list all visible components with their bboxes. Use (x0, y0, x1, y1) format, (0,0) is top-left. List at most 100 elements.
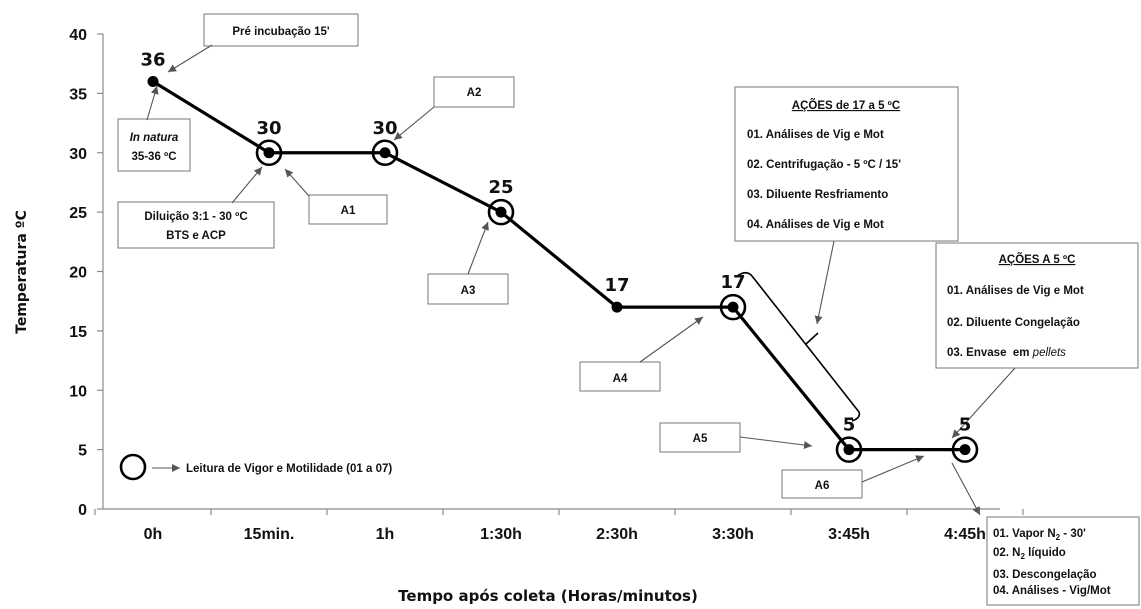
final-item-b: - 30' (1060, 528, 1086, 540)
data-point (495, 206, 507, 218)
in-natura-temp: 35-36 ºC (131, 151, 176, 163)
x-ticks: 0h 15min. 1h 1:30h 2:30h 3:30h 3:45h 4:45h (94, 509, 1024, 543)
x-tick-label: 1:30h (480, 526, 522, 543)
final-box (986, 516, 1140, 606)
a2-box (433, 76, 515, 108)
y-tick-label: 35 (69, 86, 87, 103)
final-item-a: 01. Vapor N (993, 528, 1056, 540)
a2-arrow (393, 106, 435, 141)
data-point (843, 444, 855, 456)
pre-incubacao-arrow (167, 44, 213, 73)
y-tick-label: 10 (69, 383, 87, 400)
x-tick-label: 15min. (244, 526, 295, 543)
a3-label: A3 (461, 285, 476, 297)
series-line (152, 80, 965, 452)
y-tick-label: 5 (78, 443, 87, 460)
x-tick-label: 1h (376, 526, 395, 543)
y-tick-label: 20 (69, 265, 87, 282)
a1-box (308, 194, 388, 225)
data-label: 17 (720, 272, 745, 293)
acoes-5-item: 01. Análises de Vig e Mot (947, 285, 1084, 297)
final-item: 01. Vapor N2 - 30' (993, 528, 1086, 542)
a6-label: A6 (815, 480, 830, 492)
data-point (727, 301, 739, 313)
in-natura-label: In natura (130, 132, 179, 144)
in-natura-box (117, 118, 191, 172)
reading-ring (255, 139, 283, 167)
x-tick-label: 3:45h (828, 526, 870, 543)
data-label: 30 (256, 118, 281, 139)
data-label: 25 (488, 177, 513, 198)
in-natura-arrow (146, 85, 159, 121)
acoes-5-item: 02. Diluente Congelação (947, 317, 1080, 329)
x-tick-label: 0h (144, 526, 163, 543)
x-axis-title: Tempo após coleta (Horas/minutos) (398, 587, 698, 605)
data-label: 5 (959, 415, 972, 436)
diluicao-media: BTS e ACP (166, 230, 226, 242)
acoes-5-item: 03. Envase em pellets (947, 347, 1066, 359)
data-label: 36 (140, 50, 165, 71)
final-item-sub: 2 (1021, 552, 1026, 561)
a1-label: A1 (341, 205, 356, 217)
x-tick-label: 2:30h (596, 526, 638, 543)
acoes-17-5-box (734, 86, 959, 242)
value-labels: 36 30 30 25 17 17 5 5 (140, 50, 971, 436)
legend-ring-icon (119, 453, 147, 481)
data-label: 30 (372, 118, 397, 139)
data-point (379, 147, 391, 159)
acoes-17-5-item: 01. Análises de Vig e Mot (747, 129, 884, 141)
bracket (735, 271, 861, 422)
final-item-sub: 2 (1056, 533, 1061, 542)
acoes-5-item-italic: pellets (1032, 347, 1066, 359)
a5-arrow (739, 436, 813, 449)
acoes-17-5-title: AÇÕES de 17 a 5 ºC (792, 99, 900, 112)
diluicao-arrow (231, 166, 263, 204)
acoes-17-5-arrow (814, 240, 835, 325)
bracket-notch (805, 332, 819, 345)
y-tick-label: 0 (78, 502, 87, 519)
y-axis-title: Temperatura ºC (14, 210, 30, 334)
y-tick-label: 30 (69, 146, 87, 163)
data-point (263, 147, 275, 159)
reading-ring (951, 436, 979, 463)
a4-arrow (639, 316, 704, 363)
series (147, 76, 979, 463)
x-tick-label: 3:30h (712, 526, 754, 543)
data-point (611, 301, 623, 313)
x-tick-label: 4:45h (944, 526, 986, 543)
y-ticks: 0 5 10 15 20 25 30 35 40 (69, 27, 103, 519)
pre-incubacao-box (203, 13, 359, 47)
pre-incubacao-label: Pré incubação 15' (232, 26, 330, 38)
final-arrow (951, 462, 981, 516)
a5-label: A5 (693, 433, 708, 445)
final-item-a: 02. N (993, 547, 1021, 559)
data-point (147, 76, 159, 87)
data-point (959, 444, 971, 456)
final-item: 03. Descongelação (993, 569, 1097, 581)
data-label: 17 (604, 275, 629, 296)
diluicao-label: Diluição 3:1 - 30 ºC (144, 211, 247, 223)
a6-arrow (861, 455, 925, 483)
a3-arrow (467, 221, 489, 275)
a4-box (579, 361, 661, 392)
reading-ring (719, 293, 747, 321)
a1-arrow (284, 168, 310, 197)
y-tick-label: 25 (69, 205, 87, 222)
acoes-17-5-item: 02. Centrifugação - 5 ºC / 15' (747, 159, 901, 171)
y-tick-label: 40 (69, 27, 87, 44)
acoes-17-5-item: 04. Análises de Vig e Mot (747, 219, 884, 231)
acoes-5-item-text: 03. Envase em (947, 347, 1033, 359)
a6-box (781, 469, 863, 499)
diluicao-box (117, 201, 275, 249)
final-item-b: líquido (1025, 547, 1066, 559)
acoes-5-title: AÇÕES A 5 ºC (999, 253, 1076, 266)
reading-ring (487, 198, 515, 226)
data-label: 5 (843, 415, 856, 436)
a2-label: A2 (467, 87, 482, 99)
a4-label: A4 (613, 373, 628, 385)
annotations: Pré incubação 15' In natura 35-36 ºC Dil… (117, 13, 1140, 606)
final-item: 02. N2 líquido (993, 547, 1066, 561)
y-tick-label: 15 (69, 324, 87, 341)
acoes-5-arrow (951, 367, 1016, 439)
